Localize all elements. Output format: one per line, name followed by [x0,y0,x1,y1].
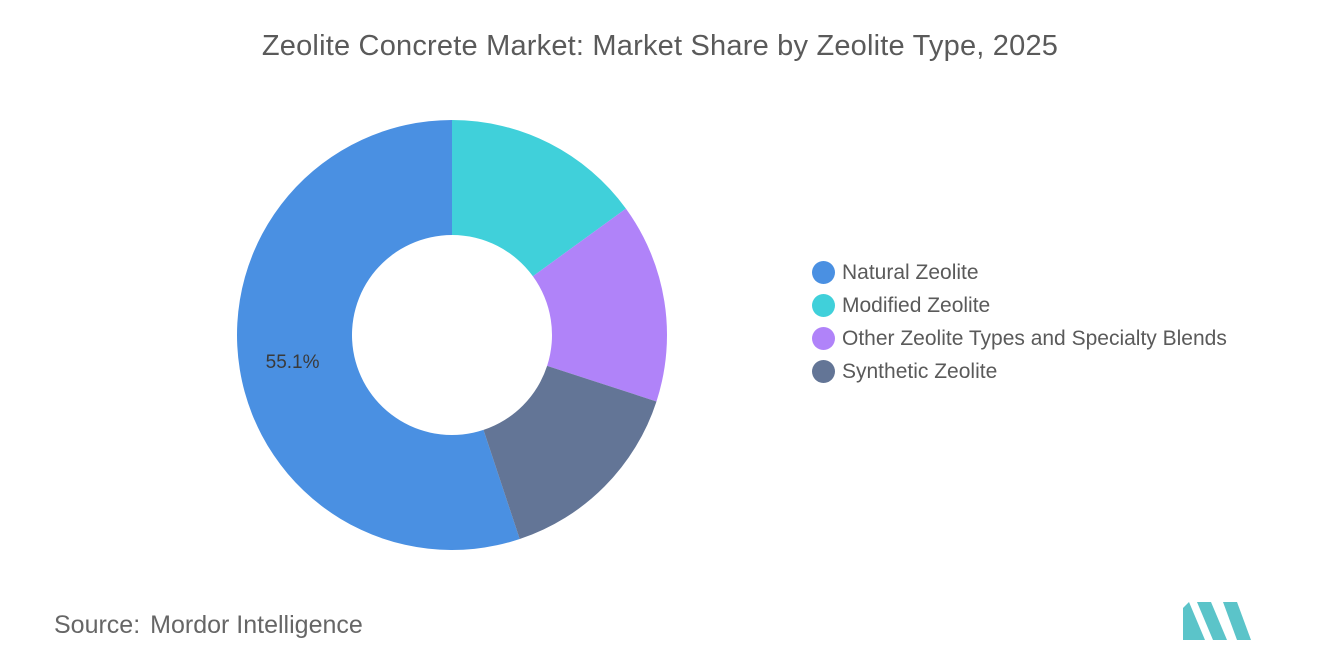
legend-label-other-zeolite-types: Other Zeolite Types and Specialty Blends [842,326,1227,350]
donut-slice-natural-zeolite[interactable] [236,120,520,551]
logo-shape-right [1223,602,1251,640]
legend-item-natural-zeolite[interactable]: Natural Zeolite [812,256,1227,289]
legend-label-natural-zeolite: Natural Zeolite [842,260,979,284]
donut-slice-modified-zeolite[interactable] [452,120,626,277]
source-label: Source: [54,611,141,639]
legend-swatch-other-zeolite-types [812,327,835,350]
legend-swatch-synthetic-zeolite [812,360,835,383]
legend-swatch-modified-zeolite [812,294,835,317]
legend-item-other-zeolite-types[interactable]: Other Zeolite Types and Specialty Blends [812,322,1227,355]
chart-title: Zeolite Concrete Market: Market Share by… [261,30,1059,62]
legend-swatch-natural-zeolite [812,261,835,284]
donut-slice-synthetic-zeolite[interactable] [483,365,657,540]
logo-shape-middle [1197,602,1227,640]
legend-item-synthetic-zeolite[interactable]: Synthetic Zeolite [812,355,1227,388]
legend-label-synthetic-zeolite: Synthetic Zeolite [842,359,998,383]
donut-slice-other-zeolite-types-and-specialty-blends[interactable] [532,208,667,402]
logo-shape-left [1183,602,1205,640]
legend-label-modified-zeolite: Modified Zeolite [842,293,991,317]
mordor-intelligence-logo-icon [1183,602,1251,640]
source-value: Mordor Intelligence [150,611,363,639]
legend-item-modified-zeolite[interactable]: Modified Zeolite [812,289,1227,322]
chart-legend: Natural Zeolite Modified Zeolite Other Z… [812,256,1227,388]
data-label-natural-zeolite: 55.1% [266,352,320,373]
source-note: Source: Mordor Intelligence [54,611,363,640]
